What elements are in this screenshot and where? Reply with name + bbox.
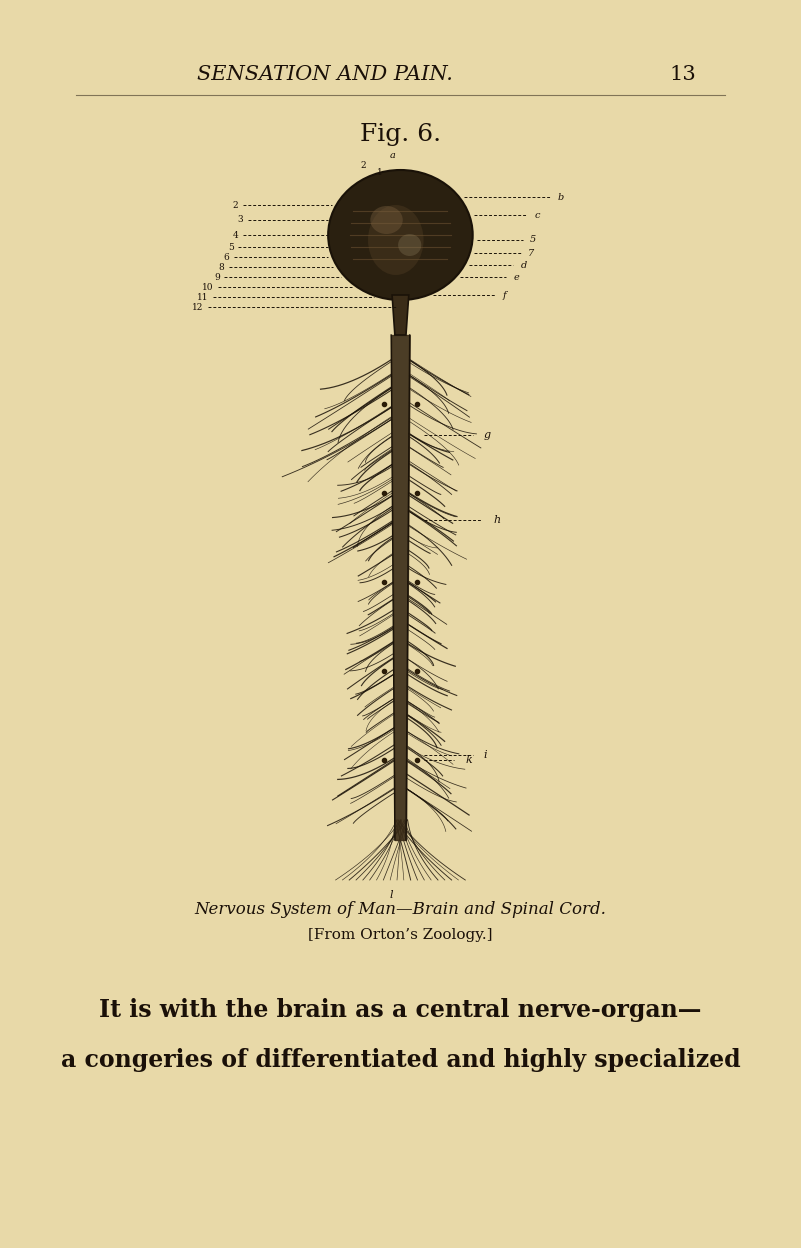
Polygon shape bbox=[392, 295, 409, 334]
Text: 6: 6 bbox=[223, 252, 229, 262]
Text: 1: 1 bbox=[377, 168, 383, 177]
Text: 8: 8 bbox=[219, 262, 224, 272]
Ellipse shape bbox=[370, 206, 403, 235]
Text: b: b bbox=[558, 192, 564, 201]
Text: It is with the brain as a central nerve-organ—: It is with the brain as a central nerve-… bbox=[99, 998, 702, 1022]
Text: 2: 2 bbox=[360, 161, 366, 170]
Text: a: a bbox=[390, 151, 396, 160]
Text: 10: 10 bbox=[202, 282, 213, 292]
Text: Fig. 6.: Fig. 6. bbox=[360, 124, 441, 146]
Text: 2: 2 bbox=[232, 201, 238, 210]
Text: [From Orton’s Zoology.]: [From Orton’s Zoology.] bbox=[308, 929, 493, 942]
Text: 5: 5 bbox=[530, 236, 537, 245]
Text: 9: 9 bbox=[214, 272, 219, 282]
Text: 12: 12 bbox=[191, 302, 203, 312]
Text: a congeries of differentiated and highly specialized: a congeries of differentiated and highly… bbox=[61, 1048, 740, 1072]
Text: Nervous System of Man—Brain and Spinal Cord.: Nervous System of Man—Brain and Spinal C… bbox=[195, 901, 606, 919]
Text: 7: 7 bbox=[529, 248, 534, 257]
Text: c: c bbox=[535, 211, 540, 220]
Ellipse shape bbox=[368, 205, 424, 275]
Text: d: d bbox=[521, 261, 527, 270]
Text: 13: 13 bbox=[669, 65, 696, 85]
Ellipse shape bbox=[328, 170, 473, 300]
Text: g: g bbox=[484, 431, 491, 441]
Text: k: k bbox=[465, 755, 472, 765]
Text: 11: 11 bbox=[197, 292, 208, 302]
Text: h: h bbox=[493, 515, 500, 525]
Text: 4: 4 bbox=[232, 231, 238, 240]
Text: i: i bbox=[484, 750, 487, 760]
Text: e: e bbox=[513, 272, 519, 282]
Text: SENSATION AND PAIN.: SENSATION AND PAIN. bbox=[196, 65, 453, 85]
Text: l: l bbox=[389, 890, 393, 900]
Text: f: f bbox=[502, 291, 506, 300]
Text: 3: 3 bbox=[237, 216, 243, 225]
Text: 5: 5 bbox=[227, 242, 234, 252]
Ellipse shape bbox=[398, 235, 421, 256]
